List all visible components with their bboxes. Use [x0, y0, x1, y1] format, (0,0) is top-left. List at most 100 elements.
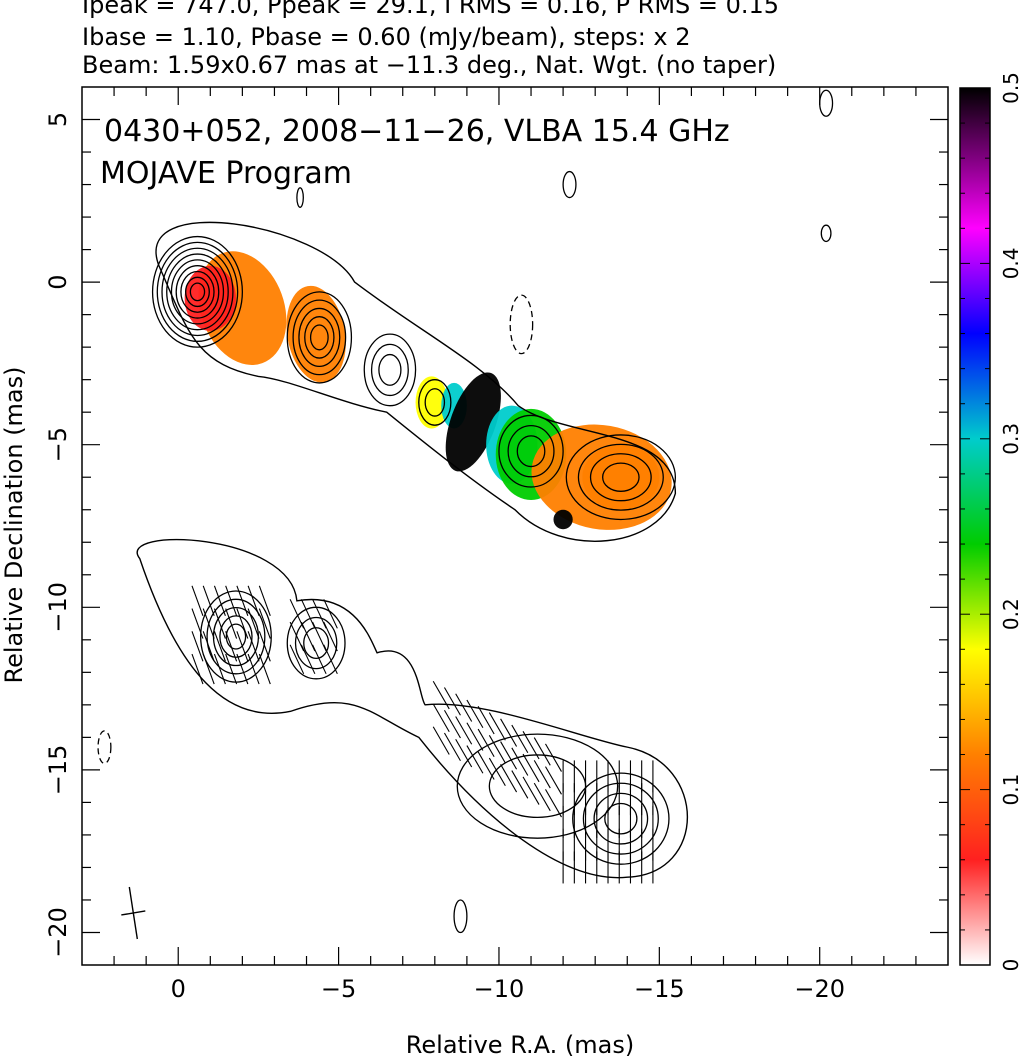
header-line-3: Beam: 1.59x0.67 mas at −11.3 deg., Nat. … — [82, 51, 777, 79]
intensity-contour — [309, 324, 329, 351]
jet-outer-contour — [155, 221, 677, 542]
intensity-contour — [507, 425, 555, 478]
intensity-contour — [572, 772, 670, 865]
evpa-stick — [323, 599, 338, 629]
evpa-stick — [522, 753, 540, 783]
evpa-stick — [300, 621, 316, 652]
evpa-stick — [477, 728, 495, 758]
evpa-stick — [213, 631, 226, 662]
evpa-stick — [258, 653, 271, 685]
evpa-stick — [236, 653, 249, 685]
evpa-stick — [213, 608, 226, 639]
evpa-stick — [213, 653, 226, 685]
fracpol-blob — [184, 265, 236, 331]
intensity-contour — [577, 443, 664, 511]
source-annotation: 0430+052, 2008−11−26, VLBA 15.4 GHz — [104, 114, 730, 149]
colorbar-ticks — [960, 87, 990, 966]
evpa-stick — [488, 757, 506, 787]
fracpol-blob — [553, 509, 573, 530]
colorbar-tick-label: 0.3 — [999, 423, 1021, 455]
evpa-stick — [500, 718, 518, 747]
evpa-stick — [202, 585, 215, 617]
evpa-stick — [236, 608, 249, 639]
evpa-stick — [545, 743, 562, 772]
evpa-stick — [323, 621, 338, 652]
evpa-stick — [289, 621, 305, 652]
intensity-contour — [180, 270, 215, 313]
x-tick-label: −15 — [634, 975, 685, 1003]
evpa-stick — [545, 789, 562, 818]
colorbar-tick-label: 0.2 — [999, 598, 1021, 630]
intensity-contour — [189, 282, 206, 302]
fracpol-blob — [415, 376, 448, 429]
evpa-stick — [258, 631, 271, 662]
intensity-contour — [304, 316, 335, 359]
evpa-stick — [202, 631, 215, 662]
y-tick-label: −5 — [44, 427, 72, 462]
evpa-stick — [289, 644, 305, 675]
evpa-stick — [191, 653, 204, 685]
x-tick-label: −20 — [794, 975, 845, 1003]
intensity-contour — [292, 299, 347, 376]
intensity-contour — [219, 615, 253, 658]
x-tick-label: 0 — [171, 975, 186, 1003]
evpa-stick — [258, 585, 271, 617]
noise-contour — [509, 294, 534, 355]
evpa-stick — [466, 745, 484, 774]
intensity-contour — [156, 241, 239, 342]
evpa-stick — [477, 751, 495, 780]
intensity-contour — [225, 623, 247, 650]
intensity-contour — [498, 414, 564, 488]
intensity-contour — [170, 259, 225, 325]
evpa-stick — [236, 631, 249, 662]
noise-contour — [296, 187, 304, 208]
intensity-contour — [161, 247, 234, 337]
evpa-stick — [466, 699, 484, 729]
header-line-2: Ibase = 1.10, Pbase = 0.60 (mJy/beam), s… — [82, 23, 691, 51]
evpa-stick — [533, 760, 551, 789]
jet-outer-contour — [136, 538, 688, 879]
evpa-stick — [300, 644, 316, 675]
evpa-stick — [455, 716, 473, 745]
evpa-stick — [432, 680, 450, 710]
intensity-contour — [424, 388, 446, 417]
evpa-stick — [247, 608, 260, 639]
intensity-contour — [602, 462, 640, 492]
evpa-stick — [213, 585, 226, 617]
evpa-stick — [488, 712, 506, 741]
colorbar-tick-label: 0.5 — [999, 72, 1021, 104]
intensity-contour — [370, 343, 409, 397]
evpa-stick — [236, 585, 249, 617]
intensity-contour — [604, 802, 638, 835]
y-tick-label: −10 — [44, 582, 72, 633]
total-intensity-contours — [136, 221, 688, 879]
evpa-stick — [247, 631, 260, 662]
x-axis-label: Relative R.A. (mas) — [406, 1031, 634, 1059]
intensity-contour — [166, 253, 229, 331]
evpa-stick — [522, 776, 540, 805]
evpa-stick — [455, 739, 473, 768]
intensity-contour — [516, 435, 546, 468]
evpa-vector-sticks — [191, 585, 654, 884]
fracpol-blob — [286, 285, 346, 383]
evpa-stick — [191, 608, 204, 639]
noise-contour — [453, 899, 468, 934]
colorbar-tick-label: 0.1 — [999, 774, 1021, 806]
colorbar-tick-label: 0 — [999, 959, 1021, 972]
axis-ticks — [82, 87, 948, 965]
noise-contour — [819, 89, 834, 117]
noise-contour — [820, 224, 832, 243]
evpa-stick — [312, 644, 327, 675]
intensity-contour — [593, 792, 649, 845]
evpa-stick — [545, 766, 562, 795]
evpa-stick — [323, 644, 338, 675]
evpa-stick — [225, 608, 238, 639]
header-line-1: Ipeak = 747.0, Ppeak = 29.1, I RMS = 0.1… — [82, 0, 780, 19]
evpa-stick — [500, 741, 518, 770]
beam-marker — [121, 910, 146, 916]
x-tick-label: −10 — [474, 975, 525, 1003]
intensity-contour — [418, 379, 452, 426]
evpa-stick — [443, 732, 461, 762]
noise-contour — [97, 730, 112, 765]
evpa-stick — [300, 599, 316, 629]
